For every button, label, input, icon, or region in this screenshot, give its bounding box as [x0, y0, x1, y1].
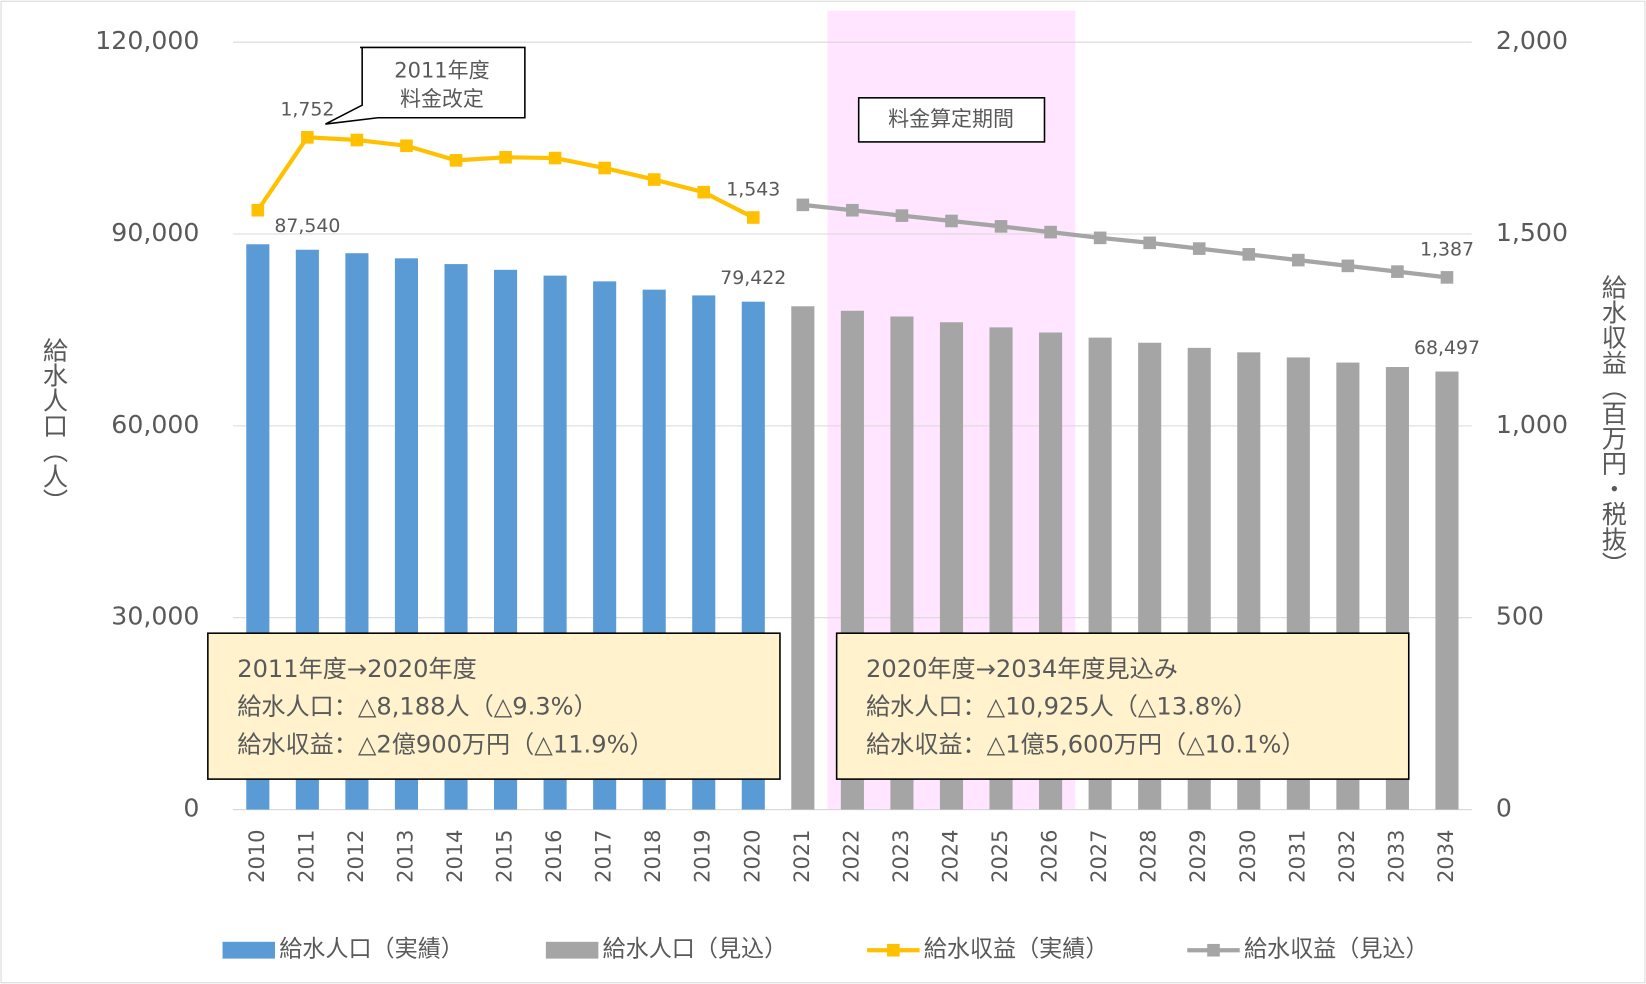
x-tick-label: 2022 [839, 829, 863, 882]
marker [251, 203, 265, 217]
marker [301, 131, 314, 144]
data-label: 1,387 [1420, 239, 1474, 261]
period-label: 料金算定期間 [888, 107, 1014, 131]
x-tick-label: 2010 [245, 829, 269, 882]
summary-text: 給水人口：△10,925人（△13.8%） [866, 693, 1257, 721]
x-tick-label: 2024 [938, 829, 962, 882]
x-tick-label: 2027 [1087, 829, 1111, 882]
y2-tick-label: 500 [1496, 602, 1544, 631]
marker [945, 214, 958, 228]
marker [1242, 248, 1256, 261]
x-tick-label: 2015 [493, 829, 517, 882]
y2-axis-title: 給水収益（百万円・税抜） [1598, 274, 1627, 576]
y-tick-label: 0 [183, 794, 199, 823]
callout-text: 料金改定 [400, 87, 484, 111]
marker [499, 150, 512, 164]
x-tick-label: 2031 [1285, 829, 1309, 882]
x-tick-label: 2033 [1384, 829, 1408, 882]
marker [350, 133, 364, 147]
line [802, 202, 1448, 280]
summary-box [835, 632, 1410, 780]
legend-swatch [545, 941, 599, 959]
marker [895, 209, 909, 222]
legend-label: 給水収益（見込） [1244, 937, 1429, 963]
y2-tick-label: 2,000 [1496, 26, 1568, 55]
bar [791, 306, 815, 810]
marker [1143, 236, 1156, 250]
marker [400, 139, 413, 153]
marker [449, 154, 463, 167]
data-label: 1,543 [726, 179, 780, 201]
y-tick-label: 120,000 [95, 26, 199, 55]
marker [994, 220, 1008, 233]
y-tick-label: 60,000 [111, 410, 199, 439]
marker [1192, 242, 1206, 255]
x-tick-label: 2013 [393, 829, 417, 882]
y-tick-label: 90,000 [111, 218, 199, 247]
period-box [857, 97, 1046, 143]
y2-tick-label: 1,500 [1496, 218, 1568, 247]
summary-text: 2011年度→2020年度 [237, 655, 477, 683]
legend-label: 給水収益（実績） [924, 937, 1109, 963]
marker [846, 203, 859, 217]
x-tick-label: 2017 [592, 829, 616, 882]
x-tick-label: 2029 [1186, 829, 1210, 882]
marker [796, 198, 810, 212]
summary-text: 2020年度→2034年度見込み [866, 655, 1178, 683]
x-tick-label: 2019 [691, 829, 715, 882]
y2-tick-label: 0 [1496, 794, 1512, 823]
x-tick-label: 2016 [542, 829, 566, 882]
x-tick-label: 2028 [1137, 829, 1161, 882]
marker [647, 173, 661, 186]
legend-label: 給水人口（実績） [279, 937, 464, 963]
summary-text: 給水収益：△1億5,600万円（△10.1%） [866, 731, 1305, 759]
legend-marker [887, 943, 900, 957]
data-label: 68,497 [1414, 337, 1480, 359]
summary-text: 給水収益：△2億900万円（△11.9%） [237, 731, 653, 759]
marker [1391, 265, 1404, 278]
x-tick-label: 2026 [1038, 829, 1062, 882]
x-tick-label: 2012 [344, 829, 368, 882]
x-tick-label: 2030 [1236, 829, 1260, 882]
x-tick-label: 2025 [988, 829, 1012, 882]
legend-swatch [222, 941, 276, 959]
legend-marker [1207, 943, 1220, 957]
marker [598, 161, 611, 175]
marker [697, 185, 711, 199]
x-tick-label: 2018 [641, 829, 665, 882]
data-label: 79,422 [720, 267, 786, 289]
y-tick-label: 30,000 [111, 602, 199, 631]
bar [1435, 371, 1459, 810]
x-tick-label: 2023 [889, 829, 913, 882]
marker [1292, 253, 1305, 267]
x-tick-label: 2014 [443, 829, 467, 882]
marker [1341, 259, 1355, 273]
marker [1440, 271, 1454, 284]
marker [1044, 225, 1057, 239]
x-tick-label: 2021 [790, 829, 814, 882]
legend-label: 給水人口（見込） [603, 937, 788, 963]
summary-text: 給水人口：△8,188人（△9.3%） [237, 693, 597, 721]
data-label: 87,540 [274, 215, 340, 237]
x-tick-label: 2032 [1335, 829, 1359, 882]
y-axis-title: 給水人口（人） [39, 337, 68, 513]
x-tick-label: 2034 [1434, 829, 1458, 882]
marker [1093, 231, 1107, 245]
callout-text: 2011年度 [394, 59, 489, 83]
marker [746, 211, 760, 224]
x-tick-label: 2011 [294, 829, 318, 882]
data-label: 1,752 [280, 99, 334, 121]
y2-tick-label: 1,000 [1496, 410, 1568, 439]
summary-box [207, 632, 781, 780]
x-tick-label: 2020 [740, 829, 764, 882]
callout-box [325, 46, 526, 125]
marker [548, 151, 562, 165]
